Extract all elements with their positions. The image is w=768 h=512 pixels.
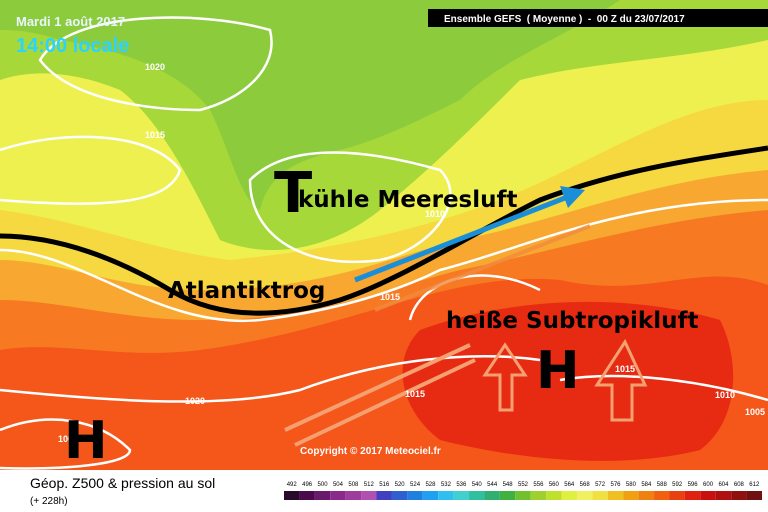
cool-air-label: kühle Meeresluft: [298, 187, 518, 213]
legend-label: 596: [688, 482, 699, 488]
legend-label: 592: [672, 482, 683, 488]
copyright: Copyright © 2017 Meteociel.fr: [300, 446, 441, 457]
legend-swatch: [623, 491, 639, 500]
time: 14:00 locale: [16, 35, 129, 57]
hot-air-label: heiße Subtropikluft: [446, 308, 698, 334]
legend-label: 544: [487, 482, 498, 488]
legend-label: 604: [718, 482, 729, 488]
legend-label: 524: [410, 482, 421, 488]
legend-swatch: [453, 491, 470, 500]
legend-swatch: [669, 491, 685, 500]
legend-swatch: [391, 491, 408, 500]
legend-label: 584: [641, 482, 652, 488]
legend-label: 568: [580, 482, 591, 488]
legend-swatch: [345, 491, 362, 500]
legend-label: 560: [549, 482, 560, 488]
legend-swatch: [407, 491, 423, 500]
isobar-label: 1005: [58, 434, 78, 444]
date: Mardi 1 août 2017: [16, 14, 125, 29]
legend-swatch: [684, 491, 701, 500]
legend-swatch: [638, 491, 655, 500]
trough-label: Atlantiktrog: [168, 278, 325, 304]
isobar-label: 1015: [615, 364, 635, 374]
high-marker: H: [536, 341, 580, 401]
legend-label: 516: [379, 482, 390, 488]
legend-swatch: [299, 491, 315, 500]
legend-label: 576: [611, 482, 622, 488]
arrows: [284, 186, 648, 447]
isobar-label: 1010: [425, 209, 445, 219]
legend-swatch: [576, 491, 593, 500]
legend-swatch: [592, 491, 608, 500]
legend-swatch: [314, 491, 331, 500]
legend-swatch: [530, 491, 547, 500]
legend-swatch: [438, 491, 454, 500]
legend-label: 612: [749, 482, 760, 488]
legend-swatch: [607, 491, 624, 500]
high-marker: H: [64, 411, 108, 471]
legend-label: 600: [703, 482, 714, 488]
legend-label: 564: [564, 482, 575, 488]
model-info: Ensemble GEFS ( Moyenne ) - 00 Z du 23/0…: [444, 14, 685, 25]
legend-label: 508: [348, 482, 359, 488]
footer-title: Géop. Z500 & pression au sol: [30, 475, 215, 491]
legend-swatch: [746, 491, 762, 500]
legend-swatch: [700, 491, 716, 500]
isobar-label: 1015: [380, 292, 400, 302]
isobar-label: 1020: [185, 396, 205, 406]
isobar-label: 1020: [145, 62, 165, 72]
legend-swatch: [499, 491, 516, 500]
isobar-label: 1010: [715, 390, 735, 400]
legend-label: 588: [657, 482, 668, 488]
legend-swatch: [654, 491, 670, 500]
legend-label: 580: [626, 482, 637, 488]
legend-swatch: [330, 491, 346, 500]
legend-label: 520: [395, 482, 406, 488]
legend-swatch: [546, 491, 562, 500]
legend-swatch: [361, 491, 377, 500]
isobar-label: 1015: [405, 389, 425, 399]
low-marker: T: [274, 161, 312, 226]
header-box: [428, 9, 768, 27]
legend-swatch: [715, 491, 732, 500]
legend-label: 532: [441, 482, 452, 488]
legend-swatch: [284, 491, 300, 500]
legend-label: 500: [318, 482, 329, 488]
isobar-label: 1005: [745, 407, 765, 417]
isobar-label: 1015: [145, 130, 165, 140]
legend-label: 608: [734, 482, 745, 488]
legend-swatch: [376, 491, 392, 500]
lead-time: (+ 228h): [30, 496, 68, 507]
legend-swatch: [731, 491, 747, 500]
legend-label: 548: [503, 482, 514, 488]
legend-swatch: [469, 491, 485, 500]
legend-swatch: [422, 491, 439, 500]
legend-swatch: [561, 491, 577, 500]
legend-swatch: [484, 491, 500, 500]
legend-label: 540: [472, 482, 483, 488]
legend-label: 552: [518, 482, 529, 488]
trough-line: [0, 145, 768, 316]
legend-label: 504: [333, 482, 344, 488]
legend-label: 536: [456, 482, 467, 488]
legend-label: 528: [425, 482, 436, 488]
legend-label: 512: [364, 482, 375, 488]
colorbar: 492 496 500 504 508 512 516 520 524 528 532 536 540 5…: [284, 482, 762, 500]
legend-label: 572: [595, 482, 606, 488]
legend-label: 556: [533, 482, 544, 488]
legend-label: 492: [287, 482, 298, 488]
band-green: [0, 0, 620, 210]
legend-label: 496: [302, 482, 313, 488]
legend-swatch: [515, 491, 531, 500]
band-red: [402, 301, 734, 461]
isobars: [0, 16, 768, 470]
